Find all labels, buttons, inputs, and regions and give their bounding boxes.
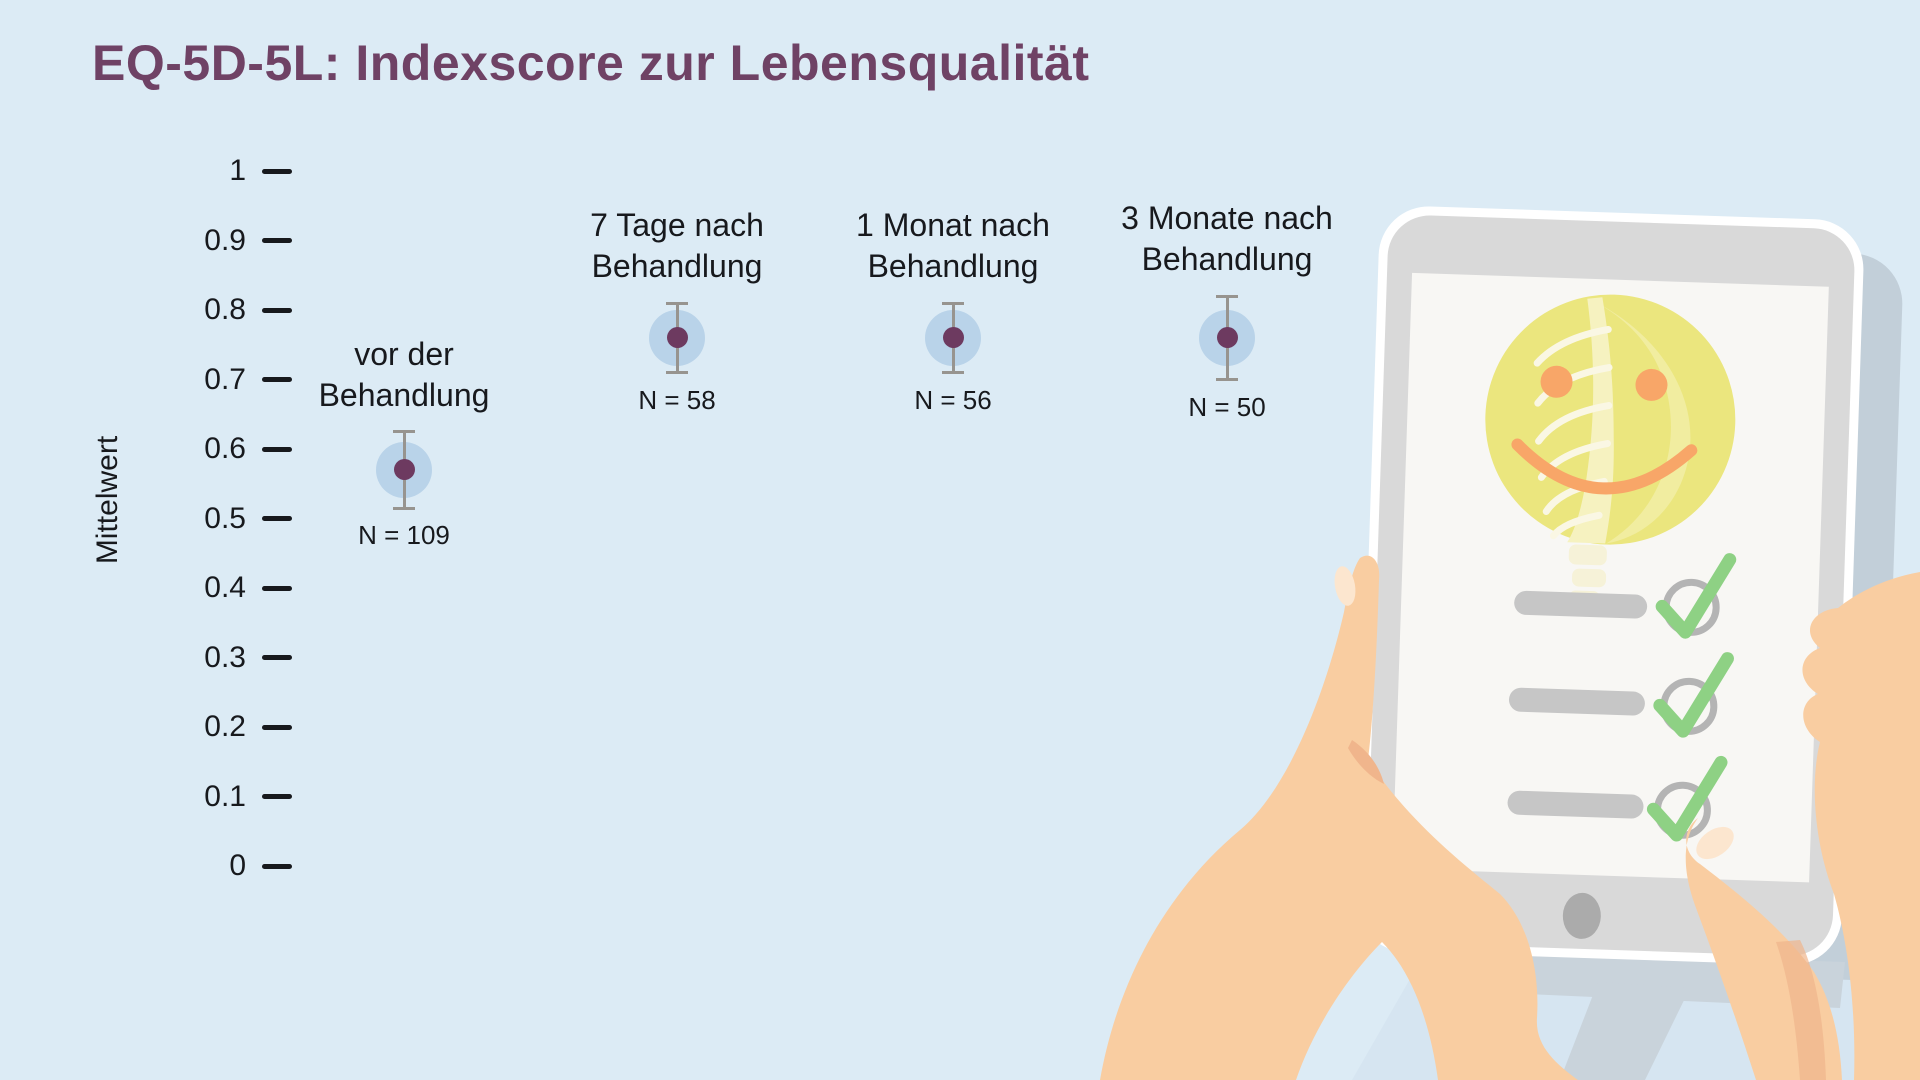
- sample-size-label: N = 56: [914, 384, 992, 415]
- category-label: vor der Behandlung: [318, 335, 490, 413]
- sample-size-label: N = 58: [638, 384, 716, 415]
- y-tick-mark: [262, 168, 292, 174]
- error-bar-cap-bottom: [942, 371, 964, 375]
- y-tick-label: 0.6: [204, 432, 246, 465]
- smiley-right-eye: [1635, 368, 1668, 401]
- y-tick-label: 1: [229, 154, 246, 187]
- y-tick-mark: [262, 516, 292, 521]
- y-tick-label: 0.3: [204, 640, 246, 674]
- y-tick-label: 0.5: [204, 501, 246, 535]
- data-point: [942, 327, 964, 349]
- y-tick-mark: [262, 377, 292, 382]
- data-point: [393, 459, 415, 481]
- y-tick-label: 0.1: [204, 779, 246, 813]
- category-label: 7 Tage nach Behandlung: [590, 207, 764, 285]
- y-tick-mark: [262, 238, 292, 243]
- error-bar-cap-top: [666, 301, 688, 305]
- tablet-illustration: [1100, 206, 1920, 1080]
- y-tick-mark: [262, 585, 292, 591]
- error-bar-cap-bottom: [666, 371, 688, 375]
- y-tick-mark: [262, 863, 292, 869]
- smiley-highlight: [1584, 296, 1691, 544]
- checkmark-icon: [1646, 553, 1737, 842]
- y-tick-mark: [262, 446, 292, 452]
- right-hand: [1685, 572, 1920, 1080]
- right-thumbnail: [1696, 826, 1734, 860]
- smiley-face-icon: [1485, 294, 1736, 608]
- left-fingernail: [1334, 566, 1356, 606]
- error-bar-cap-top: [393, 430, 415, 434]
- y-tick-label: 0.2: [204, 710, 246, 743]
- checklist-bar: [1514, 590, 1648, 619]
- y-tick-mark: [262, 655, 292, 660]
- y-tick-label: 0.4: [204, 571, 246, 604]
- error-bar-cap-top: [1216, 294, 1238, 298]
- floor-gray-shadow-wedge: [1560, 982, 1690, 1080]
- y-tick-label: 0: [229, 849, 246, 882]
- y-tick-mark: [262, 794, 292, 799]
- home-button-icon: [1562, 892, 1601, 939]
- category-label: 3 Monate nach Behandlung: [1121, 200, 1333, 278]
- checklist-bar: [1508, 687, 1645, 716]
- tablet-icon: [1357, 206, 1864, 965]
- data-point: [666, 327, 688, 349]
- y-tick-label: 0.9: [204, 223, 246, 257]
- checklist: [1507, 553, 1737, 842]
- sample-size-label: N = 109: [358, 520, 450, 551]
- chart-title: EQ-5D-5L: Indexscore zur Lebensqualität: [92, 35, 1090, 91]
- category-label: 1 Monat nach Behandlung: [856, 207, 1050, 285]
- smiley-left-eye: [1540, 365, 1573, 398]
- data-point: [1216, 327, 1238, 349]
- error-bar-cap-top: [942, 301, 964, 305]
- y-tick-label: 0.7: [204, 362, 246, 396]
- left-hand-shade: [1348, 740, 1384, 784]
- left-hand: [1100, 555, 1578, 1080]
- sample-size-label: N = 50: [1188, 391, 1266, 422]
- y-tick-label: 0.8: [204, 293, 246, 326]
- error-bar-cap-bottom: [393, 506, 415, 510]
- right-hand-shade: [1776, 940, 1826, 1080]
- smiley-smile: [1511, 438, 1698, 495]
- error-bar-cap-bottom: [1216, 378, 1238, 381]
- checklist-bar: [1507, 790, 1644, 819]
- y-tick-mark: [262, 724, 292, 730]
- y-tick-mark: [262, 307, 292, 313]
